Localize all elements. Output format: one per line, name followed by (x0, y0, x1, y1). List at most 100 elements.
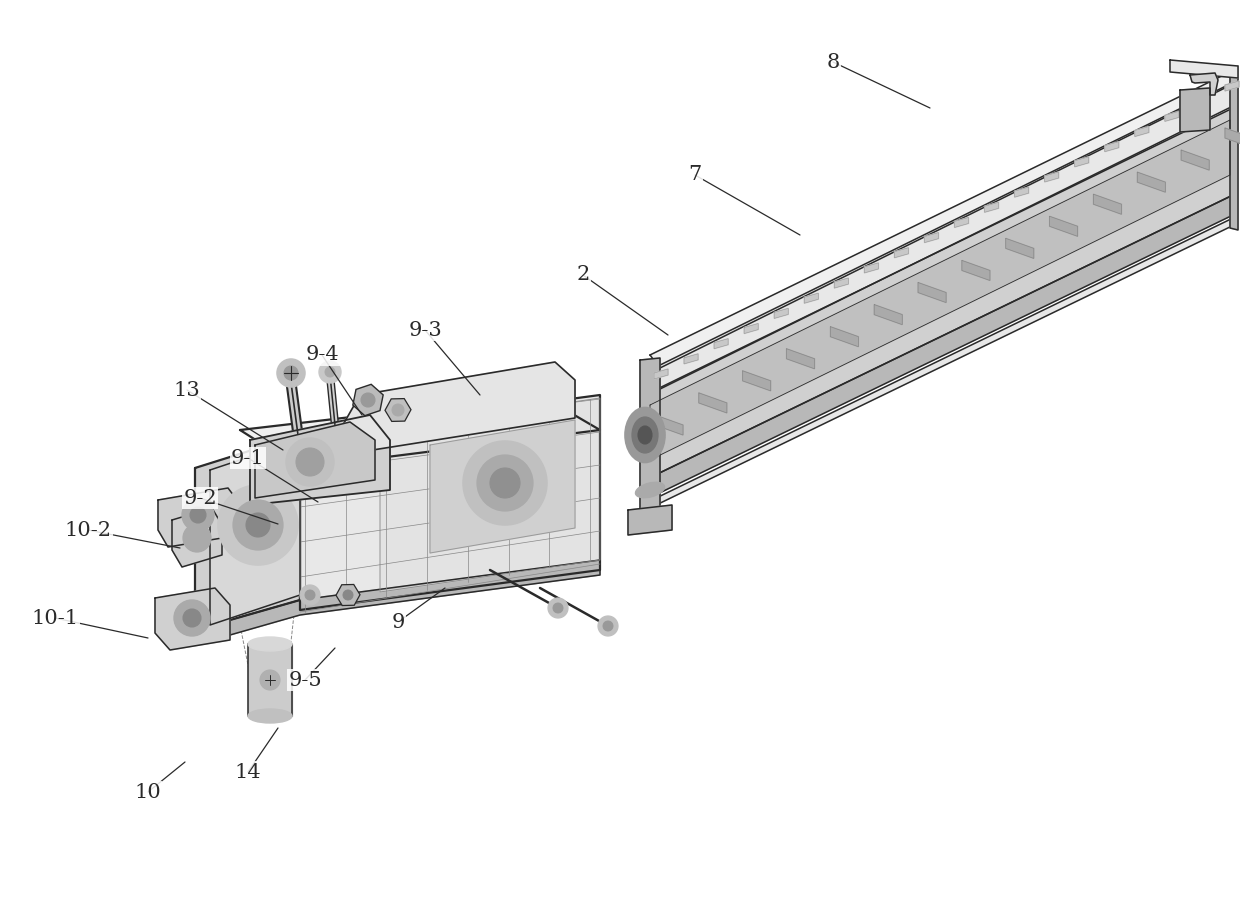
Text: 9-2: 9-2 (184, 489, 217, 508)
Circle shape (296, 448, 324, 476)
Polygon shape (300, 395, 600, 610)
Circle shape (603, 621, 613, 631)
Circle shape (305, 590, 315, 600)
Text: 10: 10 (135, 782, 161, 802)
Text: 14: 14 (234, 762, 262, 781)
Circle shape (553, 603, 563, 613)
Polygon shape (1137, 172, 1166, 192)
Circle shape (343, 590, 353, 600)
Polygon shape (699, 393, 727, 413)
Polygon shape (835, 278, 848, 288)
Text: 10-2: 10-2 (64, 520, 112, 539)
Text: 9-5: 9-5 (288, 670, 322, 690)
Polygon shape (0, 887, 210, 897)
Ellipse shape (635, 483, 665, 498)
Circle shape (300, 585, 320, 605)
Polygon shape (1195, 96, 1209, 106)
Circle shape (548, 598, 568, 618)
Polygon shape (1006, 239, 1034, 258)
Polygon shape (985, 202, 998, 213)
Polygon shape (962, 260, 990, 281)
Polygon shape (786, 349, 815, 369)
Polygon shape (864, 263, 878, 273)
Circle shape (246, 513, 270, 537)
Polygon shape (894, 248, 909, 257)
Polygon shape (653, 369, 668, 379)
Polygon shape (714, 339, 728, 349)
Circle shape (490, 468, 520, 498)
Text: 2: 2 (577, 266, 590, 284)
Polygon shape (640, 358, 660, 512)
Text: 9: 9 (392, 613, 404, 631)
Polygon shape (340, 362, 575, 452)
Polygon shape (1094, 195, 1121, 214)
Polygon shape (925, 232, 939, 242)
Polygon shape (255, 422, 374, 498)
Polygon shape (743, 370, 771, 391)
Circle shape (598, 616, 618, 636)
Polygon shape (649, 218, 1234, 508)
Polygon shape (1049, 216, 1078, 236)
Circle shape (174, 600, 210, 636)
Circle shape (184, 524, 211, 552)
Text: 9-4: 9-4 (305, 345, 339, 364)
Polygon shape (1225, 128, 1240, 148)
Ellipse shape (632, 417, 658, 453)
Text: 8: 8 (826, 53, 839, 72)
Polygon shape (955, 217, 968, 228)
Circle shape (286, 438, 334, 486)
Text: 9-3: 9-3 (408, 320, 441, 339)
Polygon shape (157, 488, 241, 547)
Text: 10-1: 10-1 (31, 608, 78, 628)
Polygon shape (805, 293, 818, 303)
Polygon shape (1171, 60, 1238, 78)
Polygon shape (1105, 142, 1118, 152)
Polygon shape (1044, 172, 1059, 182)
Polygon shape (1014, 187, 1029, 197)
Polygon shape (918, 283, 946, 302)
Polygon shape (650, 72, 1238, 368)
Polygon shape (645, 108, 1233, 480)
Polygon shape (248, 644, 291, 716)
Circle shape (277, 359, 305, 387)
Polygon shape (874, 305, 903, 325)
Circle shape (361, 393, 374, 407)
Polygon shape (1230, 66, 1238, 230)
Ellipse shape (248, 709, 291, 723)
Polygon shape (744, 324, 758, 334)
Polygon shape (195, 560, 600, 645)
Polygon shape (1225, 81, 1239, 91)
Polygon shape (831, 327, 858, 347)
Polygon shape (379, 398, 600, 592)
Circle shape (284, 366, 298, 380)
Circle shape (233, 500, 283, 550)
Ellipse shape (639, 426, 652, 444)
Circle shape (392, 404, 404, 416)
Polygon shape (1135, 126, 1148, 136)
Polygon shape (645, 195, 1233, 500)
Polygon shape (210, 440, 300, 625)
Polygon shape (774, 309, 789, 318)
Circle shape (325, 367, 335, 377)
Polygon shape (1180, 88, 1210, 132)
Circle shape (182, 499, 215, 531)
Polygon shape (195, 435, 300, 630)
Polygon shape (172, 508, 222, 567)
Ellipse shape (625, 407, 665, 463)
Polygon shape (650, 83, 1235, 393)
Circle shape (190, 507, 206, 523)
Polygon shape (684, 353, 698, 364)
Polygon shape (1190, 73, 1218, 95)
Circle shape (463, 441, 547, 525)
Polygon shape (430, 420, 575, 553)
Text: 9-1: 9-1 (231, 448, 265, 467)
Polygon shape (1075, 157, 1089, 167)
Polygon shape (155, 588, 229, 650)
Circle shape (184, 609, 201, 627)
Polygon shape (1182, 150, 1209, 170)
Polygon shape (241, 395, 600, 468)
Circle shape (218, 485, 298, 565)
Circle shape (477, 455, 533, 511)
Text: 13: 13 (174, 380, 201, 399)
Polygon shape (627, 505, 672, 535)
